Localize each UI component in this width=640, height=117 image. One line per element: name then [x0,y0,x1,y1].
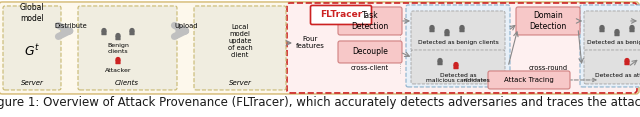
FancyBboxPatch shape [310,5,371,24]
FancyBboxPatch shape [453,65,459,69]
Text: Clients: Clients [115,80,139,86]
Text: cross-round: cross-round [529,65,568,71]
FancyBboxPatch shape [0,2,639,94]
Circle shape [116,34,120,37]
Text: Server: Server [20,80,44,86]
Circle shape [630,26,634,29]
Circle shape [625,59,629,62]
Circle shape [438,59,442,62]
Circle shape [460,26,464,29]
Text: cross-client: cross-client [351,65,389,71]
FancyBboxPatch shape [429,28,435,32]
FancyBboxPatch shape [411,50,505,84]
Text: Server: Server [228,80,252,86]
Text: Attacker: Attacker [105,68,131,73]
Circle shape [116,58,120,61]
FancyBboxPatch shape [488,71,570,89]
FancyBboxPatch shape [338,7,402,35]
Text: Decouple: Decouple [352,48,388,57]
FancyBboxPatch shape [444,32,449,36]
Text: Benign
clients: Benign clients [107,43,129,54]
Text: Attack Tracing: Attack Tracing [504,77,554,83]
FancyBboxPatch shape [584,11,640,51]
FancyBboxPatch shape [115,36,120,40]
Circle shape [102,29,106,32]
Text: Four
features: Four features [296,37,324,49]
Text: Domain
Detection: Domain Detection [529,11,566,31]
Text: Global
model: Global model [20,3,44,23]
FancyBboxPatch shape [115,60,120,64]
FancyBboxPatch shape [338,41,402,63]
FancyBboxPatch shape [437,61,443,65]
FancyBboxPatch shape [625,61,630,65]
Text: Detected as attacker: Detected as attacker [595,73,640,79]
FancyBboxPatch shape [600,28,605,32]
FancyBboxPatch shape [3,6,61,90]
Text: Local
model
update
of each
client: Local model update of each client [228,24,252,58]
Text: Detected as benign clients: Detected as benign clients [418,40,499,46]
Circle shape [615,30,619,33]
FancyBboxPatch shape [194,6,286,90]
FancyBboxPatch shape [411,11,505,51]
FancyBboxPatch shape [614,32,620,36]
Text: FLTracer: FLTracer [320,10,362,19]
Circle shape [454,63,458,66]
Text: $G^t$: $G^t$ [24,43,40,59]
Text: Upload: Upload [174,23,198,29]
Text: Task
Detection: Task Detection [351,11,388,31]
FancyBboxPatch shape [629,28,635,32]
FancyBboxPatch shape [516,7,580,35]
FancyBboxPatch shape [460,28,465,32]
Circle shape [445,30,449,33]
Circle shape [430,26,434,29]
FancyBboxPatch shape [406,5,510,87]
FancyBboxPatch shape [101,31,107,35]
Text: Detected as benign clients: Detected as benign clients [587,40,640,46]
Circle shape [130,29,134,32]
Text: Distribute: Distribute [54,23,88,29]
Text: Detected as
malicious candidates: Detected as malicious candidates [426,73,490,83]
FancyBboxPatch shape [584,50,640,84]
FancyBboxPatch shape [580,5,640,87]
FancyBboxPatch shape [129,31,134,35]
Text: Figure 1: Overview of Attack Provenance (FLTracer), which accurately detects adv: Figure 1: Overview of Attack Provenance … [0,96,640,109]
Circle shape [600,26,604,29]
FancyBboxPatch shape [78,6,177,90]
FancyBboxPatch shape [287,3,637,93]
